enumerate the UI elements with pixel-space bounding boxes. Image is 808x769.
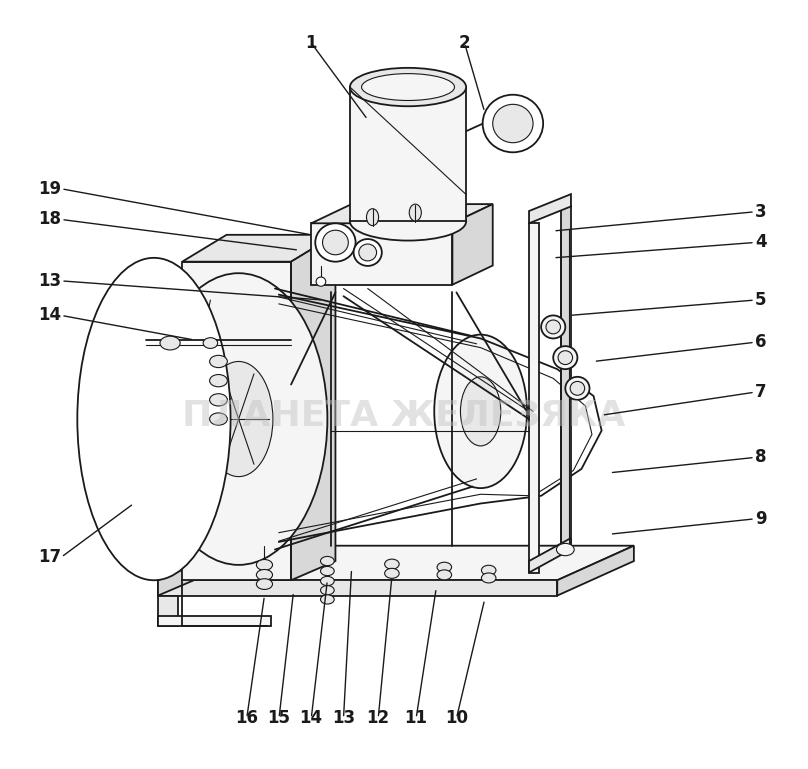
Ellipse shape: [204, 361, 273, 477]
Text: 17: 17: [38, 548, 61, 566]
Ellipse shape: [553, 346, 578, 369]
Ellipse shape: [209, 413, 227, 425]
Ellipse shape: [482, 95, 543, 152]
Ellipse shape: [570, 381, 585, 395]
Ellipse shape: [321, 567, 335, 576]
Polygon shape: [291, 235, 335, 581]
Ellipse shape: [437, 570, 452, 580]
Text: 19: 19: [38, 180, 61, 198]
Text: 7: 7: [755, 383, 767, 401]
Text: 12: 12: [367, 710, 389, 727]
Polygon shape: [529, 194, 571, 223]
Ellipse shape: [322, 230, 348, 255]
Polygon shape: [158, 596, 178, 626]
Text: 4: 4: [755, 234, 767, 251]
Polygon shape: [158, 616, 271, 626]
Ellipse shape: [493, 105, 533, 143]
Ellipse shape: [461, 377, 501, 446]
Polygon shape: [311, 204, 493, 223]
Ellipse shape: [482, 565, 496, 575]
Ellipse shape: [316, 277, 326, 286]
Polygon shape: [452, 204, 493, 285]
Ellipse shape: [321, 595, 335, 604]
Ellipse shape: [350, 68, 466, 106]
Text: 18: 18: [38, 211, 61, 228]
Ellipse shape: [256, 560, 272, 571]
Text: 9: 9: [755, 510, 767, 528]
Polygon shape: [158, 581, 558, 596]
Text: 11: 11: [405, 710, 427, 727]
Ellipse shape: [566, 377, 590, 400]
Ellipse shape: [354, 239, 382, 266]
Ellipse shape: [361, 74, 454, 101]
Ellipse shape: [557, 544, 574, 556]
Text: 13: 13: [332, 710, 355, 727]
Text: 15: 15: [267, 710, 290, 727]
Text: 14: 14: [38, 306, 61, 325]
Text: 1: 1: [305, 34, 317, 52]
Ellipse shape: [541, 315, 566, 338]
Polygon shape: [158, 546, 238, 596]
Text: 2: 2: [459, 34, 470, 52]
Text: 5: 5: [755, 291, 766, 309]
Text: 14: 14: [300, 710, 323, 727]
Text: 6: 6: [755, 333, 766, 351]
Ellipse shape: [209, 375, 227, 387]
Polygon shape: [182, 261, 291, 581]
Ellipse shape: [160, 336, 180, 350]
Ellipse shape: [367, 208, 379, 225]
Text: 8: 8: [755, 448, 766, 467]
Ellipse shape: [321, 586, 335, 595]
Polygon shape: [158, 546, 634, 581]
Ellipse shape: [78, 258, 230, 581]
Ellipse shape: [256, 570, 272, 581]
Ellipse shape: [385, 568, 399, 578]
Ellipse shape: [359, 244, 377, 261]
Polygon shape: [311, 223, 452, 285]
Text: 16: 16: [235, 710, 259, 727]
Ellipse shape: [385, 559, 399, 569]
Ellipse shape: [437, 562, 452, 572]
Ellipse shape: [150, 273, 327, 565]
Polygon shape: [529, 223, 539, 573]
Ellipse shape: [209, 394, 227, 406]
Ellipse shape: [409, 204, 421, 221]
Ellipse shape: [315, 223, 356, 261]
Ellipse shape: [482, 573, 496, 583]
Ellipse shape: [321, 557, 335, 566]
Polygon shape: [558, 546, 634, 596]
Ellipse shape: [558, 351, 573, 365]
Ellipse shape: [256, 579, 272, 590]
Text: 10: 10: [445, 710, 468, 727]
Polygon shape: [182, 235, 335, 261]
Ellipse shape: [434, 335, 527, 488]
Ellipse shape: [321, 577, 335, 586]
Ellipse shape: [350, 202, 466, 241]
Text: ПЛАНЕТА ЖЕЛЕЗЯКА: ПЛАНЕТА ЖЕЛЕЗЯКА: [183, 398, 625, 432]
Polygon shape: [350, 87, 466, 221]
Text: 13: 13: [38, 272, 61, 290]
Ellipse shape: [203, 338, 217, 348]
Polygon shape: [529, 538, 571, 573]
Polygon shape: [562, 206, 571, 550]
Ellipse shape: [546, 320, 561, 334]
Text: 3: 3: [755, 203, 767, 221]
Ellipse shape: [209, 355, 227, 368]
